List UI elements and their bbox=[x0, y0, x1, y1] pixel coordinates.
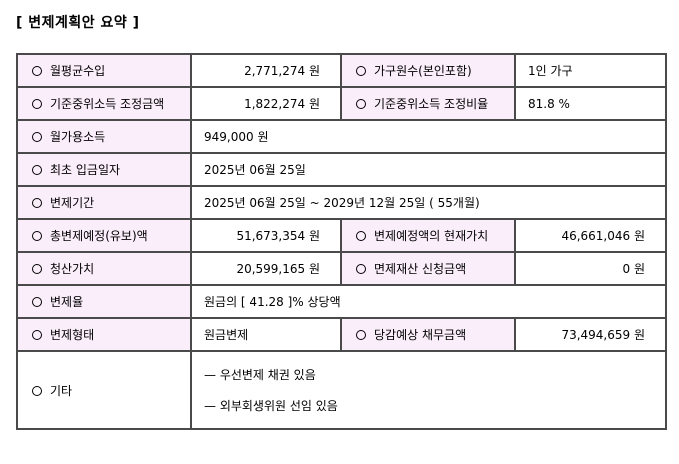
period-value: 2025년 06월 25일 ~ 2029년 12월 25일 ( 55개월) bbox=[190, 185, 667, 220]
label-cell: 기준중위소득 조정금액 bbox=[16, 86, 192, 121]
first-payment-label: 최초 입금일자 bbox=[50, 163, 121, 177]
liquidation-value: 20,599,165 원 bbox=[190, 251, 342, 286]
label-cell: 기타 bbox=[16, 350, 192, 430]
circle-icon bbox=[32, 264, 42, 274]
repayment-summary-table: 월평균수입 2,771,274 원 가구원수(본인포함) 1인 가구 기준중위소… bbox=[16, 53, 667, 430]
table-row: 총변제예정(유보)액 51,673,354 원 변제예정액의 현재가치 46,6… bbox=[16, 218, 667, 253]
rate-label: 변제율 bbox=[50, 295, 84, 309]
table-row: 최초 입금일자 2025년 06월 25일 bbox=[16, 152, 667, 187]
table-row: 변제형태 원금변제 당감예상 채무금액 73,494,659 원 bbox=[16, 317, 667, 352]
adj-ratio-value: 81.8 % bbox=[514, 86, 667, 121]
table-row: 기타 — 우선변제 채권 있음 — 외부회생위원 선임 있음 bbox=[16, 350, 667, 430]
circle-icon bbox=[32, 132, 42, 142]
total-planned-value: 51,673,354 원 bbox=[190, 218, 342, 253]
circle-icon bbox=[32, 66, 42, 76]
label-cell: 면제재산 신청금액 bbox=[340, 251, 516, 286]
type-value: 원금변제 bbox=[190, 317, 342, 352]
circle-icon bbox=[32, 198, 42, 208]
present-value-label: 변제예정액의 현재가치 bbox=[374, 229, 489, 243]
period-label: 변제기간 bbox=[50, 196, 95, 210]
circle-icon bbox=[32, 297, 42, 307]
circle-icon bbox=[356, 99, 366, 109]
circle-icon bbox=[356, 231, 366, 241]
etc-label: 기타 bbox=[50, 383, 73, 398]
adj-ratio-label: 기준중위소득 조정비율 bbox=[374, 97, 489, 111]
household-label: 가구원수(본인포함) bbox=[374, 64, 472, 78]
exempt-label: 면제재산 신청금액 bbox=[374, 262, 467, 276]
expected-debt-value: 73,494,659 원 bbox=[514, 317, 667, 352]
type-label: 변제형태 bbox=[50, 328, 95, 342]
label-cell: 월평균수입 bbox=[16, 53, 192, 88]
circle-icon bbox=[32, 165, 42, 175]
adj-amount-value: 1,822,274 원 bbox=[190, 86, 342, 121]
etc-item: — 우선변제 채권 있음 bbox=[204, 368, 316, 382]
label-cell: 월가용소득 bbox=[16, 119, 192, 154]
circle-icon bbox=[356, 330, 366, 340]
label-cell: 변제예정액의 현재가치 bbox=[340, 218, 516, 253]
circle-icon bbox=[356, 264, 366, 274]
circle-icon bbox=[356, 66, 366, 76]
adj-amount-label: 기준중위소득 조정금액 bbox=[50, 97, 165, 111]
label-cell: 기준중위소득 조정비율 bbox=[340, 86, 516, 121]
present-value-value: 46,661,046 원 bbox=[514, 218, 667, 253]
table-row: 월가용소득 949,000 원 bbox=[16, 119, 667, 154]
table-row: 청산가치 20,599,165 원 면제재산 신청금액 0 원 bbox=[16, 251, 667, 286]
page-title: [ 변제계획안 요약 ] bbox=[16, 15, 140, 31]
label-cell: 당감예상 채무금액 bbox=[340, 317, 516, 352]
label-cell: 변제율 bbox=[16, 284, 192, 319]
total-planned-label: 총변제예정(유보)액 bbox=[50, 229, 148, 243]
circle-icon bbox=[32, 99, 42, 109]
liquidation-label: 청산가치 bbox=[50, 262, 95, 276]
label-cell: 최초 입금일자 bbox=[16, 152, 192, 187]
label-cell: 변제기간 bbox=[16, 185, 192, 220]
circle-icon bbox=[32, 330, 42, 340]
table-row: 변제기간 2025년 06월 25일 ~ 2029년 12월 25일 ( 55개… bbox=[16, 185, 667, 220]
disposable-value: 949,000 원 bbox=[190, 119, 667, 154]
household-value: 1인 가구 bbox=[514, 53, 667, 88]
circle-icon bbox=[32, 231, 42, 241]
table-row: 기준중위소득 조정금액 1,822,274 원 기준중위소득 조정비율 81.8… bbox=[16, 86, 667, 121]
label-cell: 청산가치 bbox=[16, 251, 192, 286]
label-cell: 가구원수(본인포함) bbox=[340, 53, 516, 88]
label-cell: 변제형태 bbox=[16, 317, 192, 352]
etc-value: — 우선변제 채권 있음 — 외부회생위원 선임 있음 bbox=[190, 350, 667, 430]
table-row: 변제율 원금의 [ 41.28 ]% 상당액 bbox=[16, 284, 667, 319]
first-payment-value: 2025년 06월 25일 bbox=[190, 152, 667, 187]
disposable-label: 월가용소득 bbox=[50, 130, 106, 144]
expected-debt-label: 당감예상 채무금액 bbox=[374, 328, 467, 342]
etc-item: — 외부회생위원 선임 있음 bbox=[204, 399, 338, 413]
label-cell: 총변제예정(유보)액 bbox=[16, 218, 192, 253]
circle-icon bbox=[32, 385, 42, 396]
avg-income-value: 2,771,274 원 bbox=[190, 53, 342, 88]
table-row: 월평균수입 2,771,274 원 가구원수(본인포함) 1인 가구 bbox=[16, 53, 667, 88]
avg-income-label: 월평균수입 bbox=[50, 64, 106, 78]
exempt-value: 0 원 bbox=[514, 251, 667, 286]
rate-value: 원금의 [ 41.28 ]% 상당액 bbox=[190, 284, 667, 319]
